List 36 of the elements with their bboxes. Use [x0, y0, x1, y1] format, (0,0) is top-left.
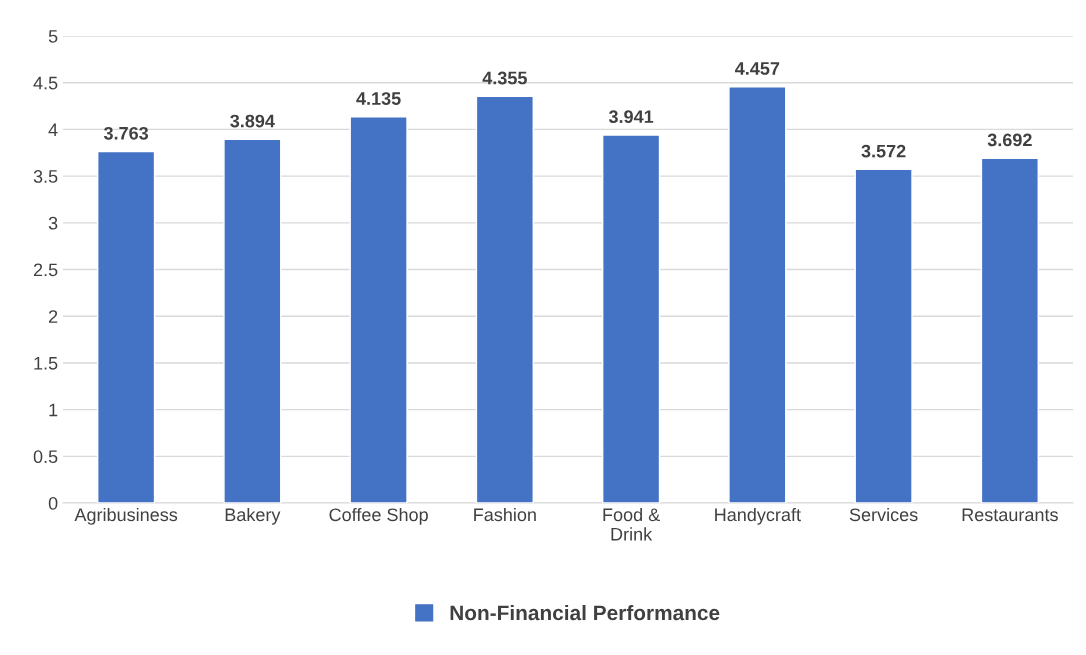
- y-tick-label: 1.5: [34, 357, 58, 370]
- x-tick-label: Coffee Shop: [329, 507, 428, 525]
- x-tick-label: Food & Drink: [603, 507, 660, 541]
- y-tick-label: 2: [48, 310, 58, 323]
- y-tick-label: 4.5: [33, 76, 58, 90]
- y-tick-label: 2.5: [33, 263, 58, 277]
- y-tick-label: 0: [48, 496, 58, 510]
- bar: [475, 95, 534, 504]
- bar: [980, 157, 1039, 504]
- bar: [97, 150, 156, 504]
- data-label: 3.763: [103, 126, 149, 140]
- bar: [728, 86, 787, 504]
- x-tick-label: Bakery: [225, 507, 281, 525]
- y-tick-label: 3: [48, 216, 58, 230]
- bar: [349, 116, 408, 504]
- data-label: 3.572: [861, 144, 906, 158]
- data-label: 3.692: [987, 133, 1032, 147]
- y-tick-label: 1: [49, 403, 58, 417]
- legend-label: Non-Financial Performance: [450, 604, 720, 621]
- y-tick-label: 4: [48, 123, 58, 136]
- bar: [223, 138, 282, 504]
- data-label: 4.355: [482, 71, 527, 85]
- data-label: 4.457: [735, 62, 780, 75]
- data-label: 3.894: [230, 114, 275, 128]
- data-label: 4.135: [356, 92, 401, 105]
- data-label: 3.941: [608, 110, 654, 124]
- x-tick-label: Services: [849, 507, 918, 522]
- x-tick-label: Restaurants: [962, 508, 1058, 522]
- bar: [854, 168, 913, 504]
- x-tick-label: Fashion: [474, 507, 536, 522]
- x-tick-label: Agribusiness: [74, 507, 178, 525]
- y-tick-label: 0.5: [33, 450, 58, 464]
- bar: [602, 134, 661, 504]
- y-tick-label: 5: [48, 30, 58, 43]
- x-tick-label: Handycraft: [715, 507, 801, 525]
- y-tick-label: 3.5: [33, 170, 58, 183]
